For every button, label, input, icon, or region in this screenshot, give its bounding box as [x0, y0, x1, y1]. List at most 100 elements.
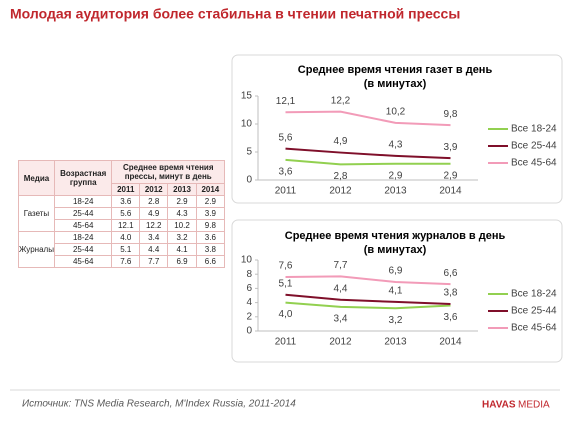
logo: MEDIA	[518, 400, 550, 411]
data-label: 12,1	[276, 96, 296, 107]
data-label: 3,4	[334, 314, 348, 325]
table-cell: 3.9	[195, 207, 226, 220]
chart-subtitle: (в минутах)	[364, 244, 427, 256]
table-row: 25-44 5.1 4.4 4.1 3.8	[19, 243, 226, 256]
data-label: 6,9	[389, 266, 403, 277]
data-label: 4,1	[389, 286, 403, 297]
table-header: 2011	[111, 183, 141, 196]
legend-label: Все 25-44	[511, 306, 557, 317]
x-tick-label: 2012	[329, 337, 352, 348]
y-tick-label: 0	[246, 175, 252, 186]
y-tick-label: 0	[246, 326, 252, 337]
data-label: 4,3	[389, 140, 403, 151]
data-label: 2,9	[444, 170, 458, 181]
legend-label: Все 25-44	[511, 141, 557, 152]
table-cell: 25-44	[53, 243, 113, 256]
source: Источник: TNS Media Research, M'Index Ru…	[22, 399, 296, 410]
y-tick-label: 10	[241, 119, 253, 130]
y-tick-label: 2	[246, 311, 252, 322]
legend-label: Все 18-24	[511, 289, 557, 300]
chart-frame	[231, 54, 563, 204]
table-cell: 12.1	[111, 219, 141, 232]
data-label: 6,6	[444, 268, 458, 279]
table-header: Медиа	[18, 160, 55, 196]
data-label: 4,4	[334, 283, 348, 294]
data-label: 4,9	[334, 136, 348, 147]
slide-title: Молодая аудитория более стабильна в чтен…	[10, 6, 460, 22]
data-label: 10,2	[386, 107, 406, 118]
data-label: 3,8	[444, 288, 458, 299]
x-tick-label: 2013	[384, 337, 407, 348]
table-cell: 4.9	[139, 207, 169, 220]
table-row: Журналы 18-24 4.0 3.4 3.2 3.6	[18, 231, 226, 268]
data-label: 12,2	[331, 95, 351, 106]
table-cell: 5.6	[111, 207, 141, 220]
table-header: Возрастная группа	[53, 160, 113, 196]
table-cell: 18-24	[53, 231, 113, 244]
table-cell: 2.8	[139, 195, 169, 208]
series-line	[285, 110, 451, 127]
chart-title: Среднее время чтения журналов в день	[285, 230, 506, 242]
data-label: 5,1	[279, 278, 293, 289]
data-label: 3,6	[279, 166, 293, 177]
data-table: Медиа Возрастная группа Среднее время чт…	[18, 160, 226, 268]
table-cell: 4.0	[111, 231, 141, 244]
x-tick-label: 2011	[275, 186, 297, 197]
x-tick-label: 2014	[439, 186, 462, 197]
x-tick-label: 2014	[439, 337, 462, 348]
series-line	[285, 275, 451, 286]
chart-frame	[231, 219, 563, 363]
x-tick-label: 2011	[275, 337, 297, 348]
legend-label: Все 18-24	[511, 124, 557, 135]
legend-label: Все 45-64	[511, 158, 557, 169]
series-line	[285, 147, 451, 160]
table-cell: 10.2	[167, 219, 197, 232]
table-cell: 5.1	[111, 243, 141, 256]
table-cell: 4.4	[139, 243, 169, 256]
y-tick-label: 5	[246, 147, 252, 158]
table-header: 2013	[167, 183, 197, 196]
table-cell: 7.7	[139, 255, 169, 268]
y-tick-label: 4	[246, 297, 252, 308]
x-tick-label: 2013	[384, 186, 407, 197]
chart-subtitle: (в минутах)	[364, 78, 427, 90]
data-label: 2,9	[389, 170, 403, 181]
table-cell: 2.9	[195, 195, 226, 208]
table-cell: Газеты	[18, 195, 55, 232]
table-cell: 3.8	[195, 243, 226, 256]
table-cell: 45-64	[53, 219, 113, 232]
table-cell: 3.6	[111, 195, 141, 208]
table-header: 2014	[195, 183, 226, 196]
x-tick-label: 2012	[329, 186, 352, 197]
data-label: 4,0	[279, 309, 293, 320]
table-cell: 3.6	[195, 231, 226, 244]
data-label: 9,8	[444, 109, 458, 120]
table-cell: 12.2	[139, 219, 169, 232]
table-cell: 4.1	[167, 243, 197, 256]
y-tick-label: 10	[241, 255, 253, 266]
table-cell: 9.8	[195, 219, 226, 232]
table-cell: 3.4	[139, 231, 169, 244]
table-cell: 7.6	[111, 255, 141, 268]
data-label: 3,9	[444, 142, 458, 153]
table-cell: 6.6	[195, 255, 226, 268]
table-row: 45-64 7.6 7.7 6.9 6.6	[19, 255, 226, 268]
data-label: 2,8	[334, 171, 348, 182]
table-cell: 2.9	[167, 195, 197, 208]
chart-title: Среднее время чтения газет в день	[298, 64, 493, 76]
y-tick-label: 8	[246, 269, 252, 280]
series-line	[285, 158, 451, 166]
table-header: 2012	[139, 183, 169, 196]
table-cell: 6.9	[167, 255, 197, 268]
data-label: 3,6	[444, 312, 458, 323]
y-tick-label: 6	[246, 283, 252, 294]
data-label: 7,7	[334, 260, 348, 271]
logo: HAVAS	[482, 400, 516, 411]
data-label: 7,6	[279, 261, 293, 272]
data-label: 3,2	[389, 315, 403, 326]
table-cell: 25-44	[53, 207, 113, 220]
data-label: 5,6	[279, 132, 293, 143]
table-row: Газеты 18-24 3.6 2.8 2.9 2.9	[18, 195, 226, 232]
table-cell: 3.2	[167, 231, 197, 244]
